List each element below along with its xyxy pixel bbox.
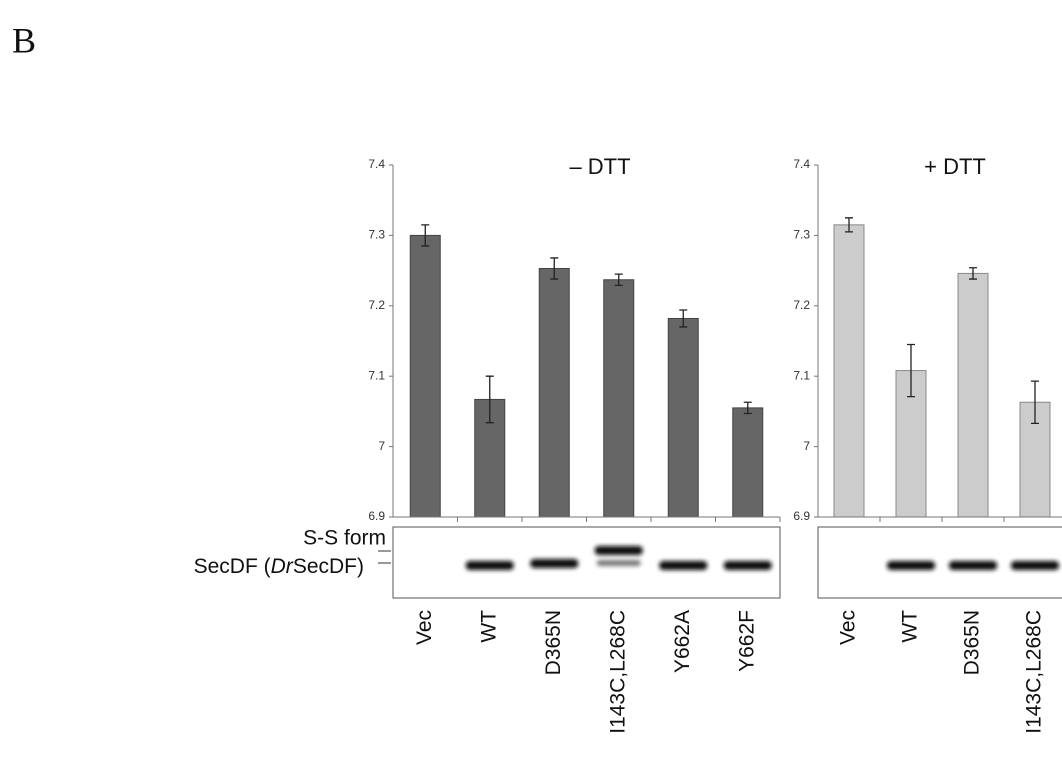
x-tick-label: WT: [899, 610, 922, 643]
blot-band: [949, 561, 997, 570]
y-tick-label: 7.2: [793, 298, 810, 312]
x-tick-label: D365N: [961, 610, 984, 675]
bar: [668, 318, 698, 517]
y-tick-label: 7.4: [368, 157, 385, 171]
y-tick-label: 7.2: [368, 298, 385, 312]
x-tick-label: Y662A: [671, 610, 694, 673]
y-tick-label: 6.9: [368, 509, 385, 523]
y-tick-label: 7.3: [793, 228, 810, 242]
ss-form-label: S-S form: [303, 527, 386, 550]
x-tick-label: Vec: [413, 610, 436, 645]
y-tick-label: 7.1: [793, 368, 810, 382]
bar: [410, 235, 440, 517]
y-tick-label: 7.3: [368, 228, 385, 242]
blot-band: [887, 561, 935, 570]
blot-frame: [393, 527, 780, 598]
blot-band: [595, 546, 643, 555]
bar: [834, 225, 864, 517]
chart-title: + DTT: [924, 154, 986, 179]
band-label-part: SecDF (: [194, 555, 271, 578]
y-tick-label: 6.9: [793, 509, 810, 523]
blot-band: [530, 559, 578, 568]
y-tick-label: 7.1: [368, 368, 385, 382]
bar: [733, 408, 763, 517]
figure: B S-S form SecDF (DrSecDF) – DTT 6.9 7 7.1 7…: [0, 0, 1062, 774]
blot-band: [466, 561, 514, 570]
band-label: SecDF (DrSecDF): [194, 555, 364, 578]
bar: [539, 268, 569, 517]
y-tick-label: 7.4: [793, 157, 810, 171]
band-label-part: SecDF): [293, 555, 364, 578]
blot-band: [1011, 561, 1059, 570]
x-tick-label: Y662F: [735, 610, 758, 672]
y-tick-label: 7: [803, 439, 810, 453]
blot-band: [597, 560, 641, 566]
panel-label: B: [12, 20, 36, 60]
bar: [604, 280, 634, 517]
x-tick-label: I143C,L268C: [606, 610, 629, 734]
y-tick-label: 7: [378, 439, 385, 453]
blot-band: [659, 561, 707, 570]
plots: – DTT 6.9 7 7.1 7.2 7.3 7.4 Vec WT D365N I143C,L26…: [368, 154, 1062, 734]
bar: [958, 273, 988, 517]
blot-band: [724, 561, 772, 570]
x-tick-label: WT: [477, 610, 500, 643]
x-tick-label: I143C,L268C: [1023, 610, 1046, 734]
x-tick-label: D365N: [542, 610, 565, 675]
chart-title: – DTT: [569, 154, 630, 179]
band-label-part: Dr: [271, 555, 294, 578]
x-tick-label: Vec: [837, 610, 860, 645]
